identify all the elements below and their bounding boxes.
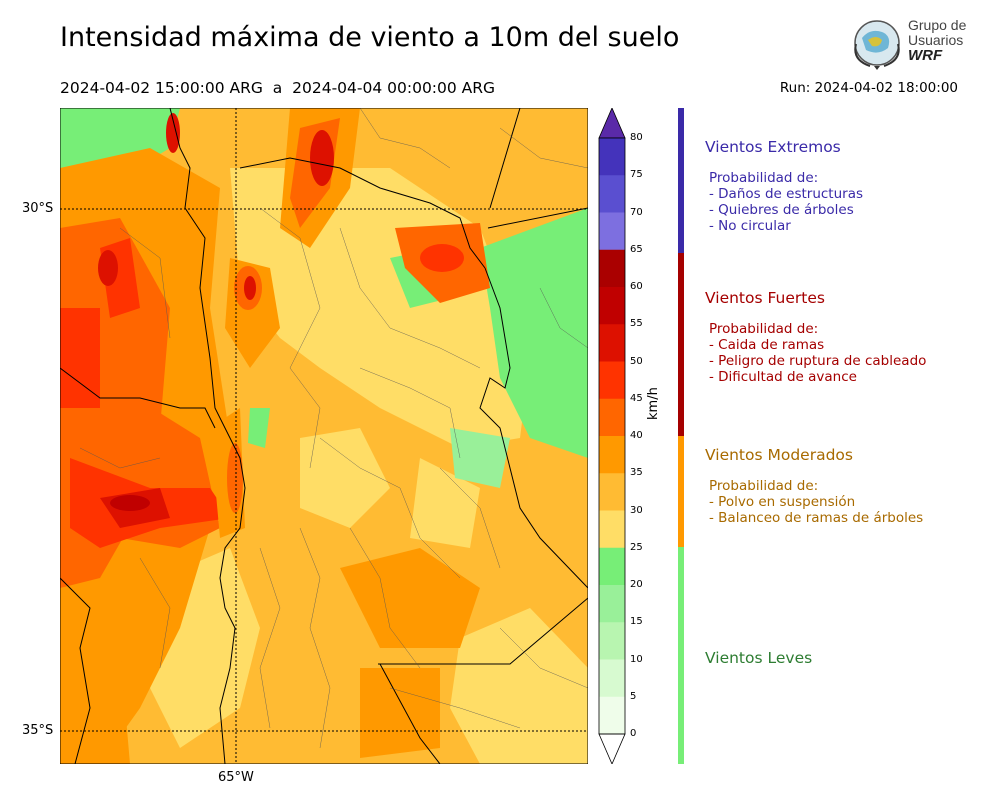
category-title: Vientos Fuertes bbox=[705, 289, 825, 307]
category-line: Probabilidad de: bbox=[709, 321, 819, 337]
colorbar-band bbox=[599, 175, 625, 213]
category-line: - Balanceo de ramas de árboles bbox=[709, 510, 924, 526]
colorbar-band bbox=[599, 585, 625, 623]
category-leves: Vientos Leves bbox=[705, 649, 995, 667]
wind-field-svg bbox=[60, 108, 588, 764]
colorbar-band bbox=[599, 473, 625, 511]
colorbar-band bbox=[599, 361, 625, 400]
wind-map bbox=[60, 108, 588, 764]
colorbar-tick-label: 70 bbox=[630, 206, 643, 218]
colorbar-band bbox=[599, 138, 625, 176]
colorbar-tick-label: 75 bbox=[630, 169, 643, 181]
colorbar-tick-label: 25 bbox=[630, 541, 643, 553]
colorbar bbox=[598, 108, 626, 764]
colorbar-unit: km/h bbox=[646, 387, 661, 420]
category-bar-fuertes bbox=[678, 253, 684, 436]
category-moderados: Vientos Moderados Probabilidad de: - Pol… bbox=[705, 446, 995, 526]
category-line: - Quiebres de árboles bbox=[709, 202, 854, 218]
colorbar-tick-label: 15 bbox=[630, 616, 643, 628]
colorbar-tick-label: 45 bbox=[630, 392, 643, 404]
map-title: Intensidad máxima de viento a 10m del su… bbox=[60, 22, 680, 53]
colorbar-extend-top bbox=[598, 108, 626, 139]
colorbar-band bbox=[599, 510, 625, 549]
category-title: Vientos Moderados bbox=[705, 446, 853, 464]
colorbar-band bbox=[599, 547, 625, 586]
category-line: Probabilidad de: bbox=[709, 478, 819, 494]
lat-label-35s: 35°S bbox=[22, 723, 54, 738]
colorbar-band bbox=[599, 324, 625, 362]
colorbar-frame bbox=[598, 137, 626, 735]
colorbar-band bbox=[599, 436, 625, 474]
colorbar-band bbox=[599, 659, 625, 698]
colorbar-band bbox=[599, 287, 625, 325]
colorbar-tick-label: 35 bbox=[630, 467, 643, 479]
colorbar-tick-label: 30 bbox=[630, 504, 643, 516]
category-title: Vientos Extremos bbox=[705, 138, 841, 156]
colorbar-tick-label: 55 bbox=[630, 318, 643, 330]
globe-logo-icon bbox=[854, 20, 900, 70]
colorbar-extend-bottom bbox=[598, 733, 626, 764]
colorbar-tick-label: 50 bbox=[630, 355, 643, 367]
colorbar-band bbox=[599, 622, 625, 660]
colorbar-tick-label: 5 bbox=[630, 690, 637, 702]
category-line: - Polvo en suspensión bbox=[709, 494, 856, 510]
forecast-period: 2024-04-02 15:00:00 ARG a 2024-04-04 00:… bbox=[60, 79, 496, 97]
category-bar-leves bbox=[678, 547, 684, 764]
category-line: - Daños de estructuras bbox=[709, 186, 864, 202]
category-fuertes: Vientos Fuertes Probabilidad de: - Caida… bbox=[705, 289, 995, 385]
category-line: - No circular bbox=[709, 218, 791, 234]
colorbar-tick-label: 40 bbox=[630, 430, 643, 441]
category-title: Vientos Leves bbox=[705, 649, 813, 667]
category-line: - Caida de ramas bbox=[709, 337, 825, 353]
lat-label-30s: 30°S bbox=[22, 201, 54, 216]
category-bar-moderados bbox=[678, 436, 684, 547]
lon-label-65w: 65°W bbox=[218, 770, 254, 785]
logo-line-1: Grupo de bbox=[908, 17, 967, 33]
run-time: Run: 2024-04-02 18:00:00 bbox=[779, 80, 958, 96]
colorbar-band bbox=[599, 212, 625, 251]
colorbar-tick-label: 80 bbox=[630, 132, 643, 143]
category-line: - Dificultad de avance bbox=[709, 369, 857, 385]
colorbar-tick-label: 10 bbox=[630, 653, 643, 665]
logo-line-3: WRF bbox=[908, 47, 943, 64]
colorbar-band bbox=[599, 398, 625, 437]
colorbar-tick-label: 60 bbox=[630, 281, 643, 292]
colorbar-tick-label: 0 bbox=[630, 728, 637, 739]
colorbar-tick-label: 20 bbox=[630, 579, 643, 590]
logo-line-2: Usuarios bbox=[908, 32, 964, 48]
colorbar-band bbox=[599, 249, 625, 288]
category-extremos: Vientos Extremos Probabilidad de: - Daño… bbox=[705, 138, 995, 234]
category-line: - Peligro de ruptura de cableado bbox=[709, 353, 927, 369]
category-line: Probabilidad de: bbox=[709, 170, 819, 186]
colorbar-band bbox=[599, 696, 625, 735]
colorbar-tick-label: 65 bbox=[630, 243, 643, 255]
category-bar-extremos bbox=[678, 108, 684, 253]
wrf-logo: Grupo de Usuarios WRF bbox=[848, 16, 978, 74]
